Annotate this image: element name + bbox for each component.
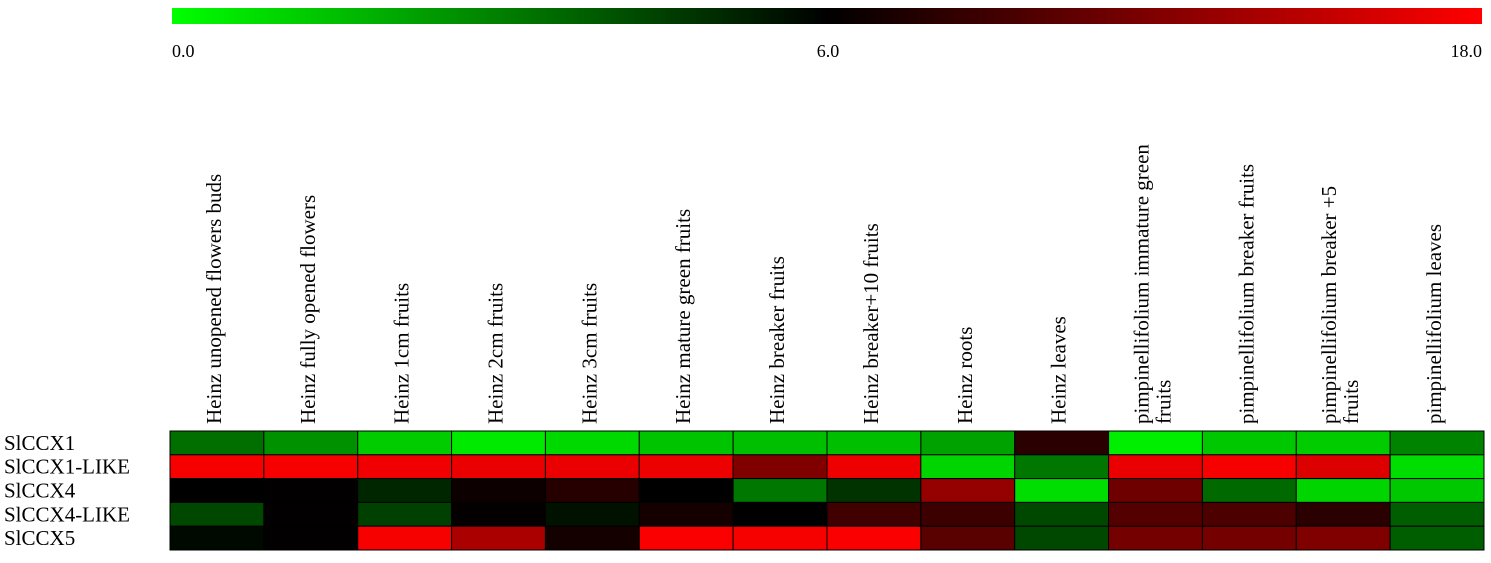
heatmap-cell	[1108, 430, 1203, 456]
heatmap-cell	[920, 454, 1016, 480]
column-label: pimpinellifolium immature green	[1130, 144, 1154, 424]
heatmap-cell	[1201, 430, 1297, 456]
heatmap-cell	[920, 478, 1016, 503]
heatmap-cell	[1295, 501, 1391, 527]
heatmap-cell	[544, 454, 640, 480]
scale-max-label: 18.0	[1451, 41, 1483, 61]
column-label: Heinz leaves	[1047, 316, 1071, 424]
heatmap-cell	[169, 478, 265, 503]
heatmap-cell	[638, 478, 734, 503]
heatmap-cell	[1201, 454, 1297, 480]
row-label: SlCCX5	[4, 526, 75, 550]
heatmap-cell	[169, 525, 265, 551]
heatmap-cell	[451, 501, 546, 527]
heatmap-cell	[357, 501, 453, 527]
heatmap-cell	[544, 525, 640, 551]
heatmap-cell	[263, 478, 359, 503]
heatmap-cell	[1201, 501, 1297, 527]
heatmap-cell	[1389, 430, 1485, 456]
row-label: SlCCX4	[4, 479, 76, 503]
heatmap-cell	[451, 454, 546, 480]
heatmap-cell	[638, 525, 734, 551]
column-label: Heinz 1cm fruits	[390, 283, 414, 424]
heatmap-cell	[169, 430, 265, 456]
scale-mid-label: 6.0	[817, 41, 840, 61]
heatmap-cell	[826, 501, 922, 527]
heatmap-cell	[920, 430, 1016, 456]
heatmap-cell	[1014, 430, 1110, 456]
heatmap-cell	[1108, 501, 1203, 527]
heatmap-cell	[1295, 430, 1391, 456]
column-label: Heinz unopened flowers buds	[202, 174, 226, 424]
heatmap-cell	[357, 478, 453, 503]
column-label: pimpinellifolium leaves	[1422, 224, 1446, 424]
heatmap-cell	[544, 501, 640, 527]
column-label: fruits	[1152, 380, 1176, 424]
heatmap-cell	[732, 501, 828, 527]
heatmap-cell	[1389, 454, 1485, 480]
heatmap-cell	[638, 430, 734, 456]
heatmap-cell	[1108, 454, 1203, 480]
heatmap-cell	[638, 501, 734, 527]
heatmap-cell	[1201, 478, 1297, 503]
heatmap-cell	[357, 525, 453, 551]
heatmap-cell	[451, 478, 546, 503]
heatmap-cell	[826, 430, 922, 456]
heatmap-cell	[638, 454, 734, 480]
column-label: fruits	[1339, 380, 1363, 424]
heatmap-cell	[1295, 454, 1391, 480]
heatmap-cell	[1014, 525, 1110, 551]
heatmap-cell	[451, 525, 546, 551]
heatmap-cell	[732, 454, 828, 480]
heatmap-cell	[451, 430, 546, 456]
column-label: Heinz 3cm fruits	[577, 283, 601, 424]
row-label: SlCCX1-LIKE	[4, 455, 130, 479]
heatmap-cell	[1295, 525, 1391, 551]
heatmap-cell	[1108, 525, 1203, 551]
heatmap-cell	[263, 454, 359, 480]
heatmap-cell	[1389, 478, 1485, 503]
heatmap-cell	[826, 454, 922, 480]
heatmap-cell	[1108, 478, 1203, 503]
heatmap-cell	[732, 478, 828, 503]
heatmap-cell	[544, 478, 640, 503]
heatmap-cell	[1014, 501, 1110, 527]
column-label: Heinz fully opened flowers	[296, 195, 320, 424]
heatmap-cell	[732, 430, 828, 456]
heatmap-cell	[1389, 501, 1485, 527]
heatmap-cell	[357, 430, 453, 456]
heatmap-cell	[263, 525, 359, 551]
heatmap-cell	[732, 525, 828, 551]
column-label: pimpinellifolium breaker +5	[1317, 186, 1341, 424]
heatmap-cell	[826, 525, 922, 551]
heatmap-cell	[920, 501, 1016, 527]
heatmap-cell	[1295, 478, 1391, 503]
scale-min-label: 0.0	[172, 41, 195, 61]
row-label: SlCCX1	[4, 431, 75, 455]
column-label: Heinz mature green fruits	[671, 209, 695, 424]
column-label: Heinz breaker fruits	[765, 256, 789, 424]
heatmap-cell	[169, 501, 265, 527]
heatmap-cell	[826, 478, 922, 503]
color-scale-bar	[172, 8, 1482, 24]
heatmap-cell	[357, 454, 453, 480]
heatmap-cell	[1014, 478, 1110, 503]
column-label: Heinz breaker+10 fruits	[859, 223, 883, 424]
heatmap-cell	[544, 430, 640, 456]
column-label: pimpinellifolium breaker fruits	[1234, 164, 1258, 424]
heatmap-cell	[263, 501, 359, 527]
heatmap-cell	[1014, 454, 1110, 480]
heatmap-cell	[263, 430, 359, 456]
row-label: SlCCX4-LIKE	[4, 502, 130, 526]
column-label: Heinz roots	[953, 327, 977, 424]
heatmap-cell	[169, 454, 265, 480]
heatmap-cell	[1389, 525, 1485, 551]
column-label: Heinz 2cm fruits	[484, 283, 508, 424]
heatmap-cell	[1201, 525, 1297, 551]
heatmap-cell	[920, 525, 1016, 551]
